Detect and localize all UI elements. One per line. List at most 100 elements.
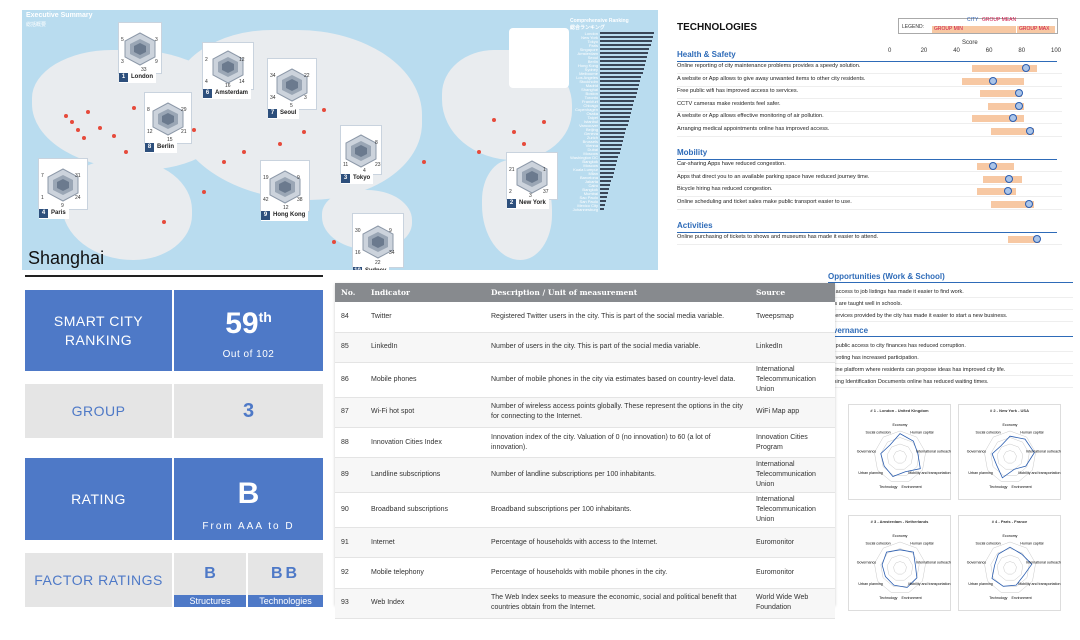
governance-row: online platform where residents can prop… (828, 364, 1073, 376)
score-tick: 80 (1018, 48, 1026, 54)
indicator-name: Web Index (365, 588, 485, 619)
ranking-row: Los Angeles (570, 75, 656, 80)
radar-grid (996, 554, 1024, 581)
radar-grid (990, 437, 1030, 476)
tech-indicator-row: CCTV cameras make residents feel safer. (677, 101, 1062, 112)
radar-axis-label: Mobility and transportation (1018, 582, 1060, 586)
radar-axis-label: Technology (989, 596, 1007, 600)
ranking-city: Tokyo (587, 38, 598, 44)
tech-indicator-row: A website or App allows effective monito… (677, 113, 1062, 124)
radar-axis-label: Governance (857, 449, 877, 453)
table-header: No. (335, 283, 365, 302)
governance-title: overnance (828, 326, 869, 335)
ranking-city: Mumbai (583, 190, 598, 196)
city-radar-icon (272, 65, 312, 105)
section-divider (677, 159, 1057, 160)
city-factor-rank: 3 (304, 95, 307, 101)
tech-indicator-text: Free public wifi has improved access to … (677, 88, 799, 94)
city-marker (302, 130, 306, 134)
governance-row: ne voting has increased participation. (828, 352, 1073, 364)
city-factor-rank: 7 (41, 173, 44, 179)
ranking-row: Barcelona (570, 175, 656, 180)
city-marker (82, 136, 86, 140)
ranking-bar (600, 192, 608, 194)
city-marker (162, 220, 166, 224)
city-summary-box: 9 34 22 16 30 10Sydney (352, 213, 404, 270)
ranking-bar (600, 140, 623, 142)
factor-structures: B Structures (174, 553, 246, 607)
ranking-row: Mexico City (570, 203, 656, 208)
indicator-description: Number of landline subscriptions per 100… (485, 457, 750, 494)
ranking-bar (600, 112, 631, 114)
city-score-marker (1026, 126, 1035, 135)
city-marker (98, 126, 102, 130)
ranking-bar (600, 208, 604, 210)
section-divider (677, 232, 1057, 233)
score-tick: 100 (1051, 48, 1062, 54)
city-score-marker (1024, 199, 1033, 208)
city-summary-box: 31 24 9 1 7 4 Paris (38, 158, 88, 219)
city-marker (542, 120, 546, 124)
radar-axis-label: Governance (967, 560, 987, 564)
city-label: 1 London (119, 73, 156, 83)
radar-grid (984, 430, 1036, 482)
ranking-bar (600, 32, 654, 34)
city-marker (202, 190, 206, 194)
indicator-number: 85 (335, 332, 365, 363)
radar-axis-label: Economy (893, 534, 908, 538)
score-tick: 40 (953, 48, 960, 54)
table-row: 88 Innovation Cities Index Innovation inde… (335, 427, 835, 459)
ranking-bar (600, 80, 641, 82)
city-radar-chart: # 4 - Paris - France Economy Human capital… (958, 515, 1061, 611)
city-factor-rank: 5 (290, 103, 293, 109)
ranking-row: Bangkok (570, 158, 656, 164)
city-radar-icon (148, 99, 188, 139)
radar-axis-label: Economy (1003, 534, 1018, 538)
radar-axis-label: Human capital (910, 542, 933, 546)
city-summary-box: 8 23 4 11 3 Tokyo (340, 125, 382, 184)
ranking-city: Bangkok (582, 158, 598, 164)
radar-title: # 4 - Paris - France (991, 519, 1028, 524)
city-factor-rank: 15 (167, 137, 173, 143)
city-rank-number: 1 (119, 73, 128, 82)
radar-series (991, 546, 1033, 587)
legend-bar (966, 26, 1016, 33)
table-row: 93 Web Index The Web Index seeks to measur… (335, 588, 835, 619)
ranking-bar (600, 136, 625, 138)
city-score-marker (1015, 89, 1024, 97)
indicator-name: Broadband subscriptions (365, 492, 485, 529)
city-factor-rank: 30 (355, 228, 361, 234)
city-radar-icon (208, 47, 248, 87)
map-legend-icon (509, 28, 569, 88)
group-range-bar (1007, 236, 1041, 243)
ranking-city: Washington DC (570, 154, 598, 160)
radar-axis-label: Human capital (910, 431, 933, 435)
city-name: Berlin (157, 144, 175, 150)
radar-axis-label: Social cohesion (976, 431, 1001, 435)
factor-structures-value: B (204, 565, 216, 582)
opportunities-panel: Opportunities (Work & School) he access … (828, 272, 1073, 402)
ranking-bar (600, 92, 637, 94)
ranking-bar (600, 88, 638, 90)
group-label: GROUP (25, 384, 172, 438)
radar-grid (996, 443, 1024, 470)
legend-group-min: GROUP MIN (932, 26, 966, 33)
ranking-city: Sydney (584, 66, 598, 72)
ranking-city: Jakarta (584, 178, 598, 184)
city-rank-number: 2 (507, 199, 516, 208)
ranking-city: Copenhagen (575, 106, 598, 112)
tech-indicator-row: Free public wifi has improved access to … (677, 88, 1062, 99)
city-factor-rank: 19 (263, 175, 269, 181)
radar-axis-label: Human capital (1020, 431, 1043, 435)
score-tick: 60 (985, 48, 993, 54)
city-rank-number: 9 (261, 211, 270, 220)
city-factor-rank: 21 (509, 167, 515, 173)
indicator-name: Wi-Fi hot spot (365, 397, 485, 429)
city-factor-rank: 21 (181, 129, 187, 135)
ranking-city: Sao Paulo (579, 194, 598, 200)
city-factor-rank: 8 (375, 140, 378, 146)
group-range-bar (971, 115, 1024, 122)
indicators-table: No. Indicator Description / Unit of measur… (335, 283, 835, 619)
